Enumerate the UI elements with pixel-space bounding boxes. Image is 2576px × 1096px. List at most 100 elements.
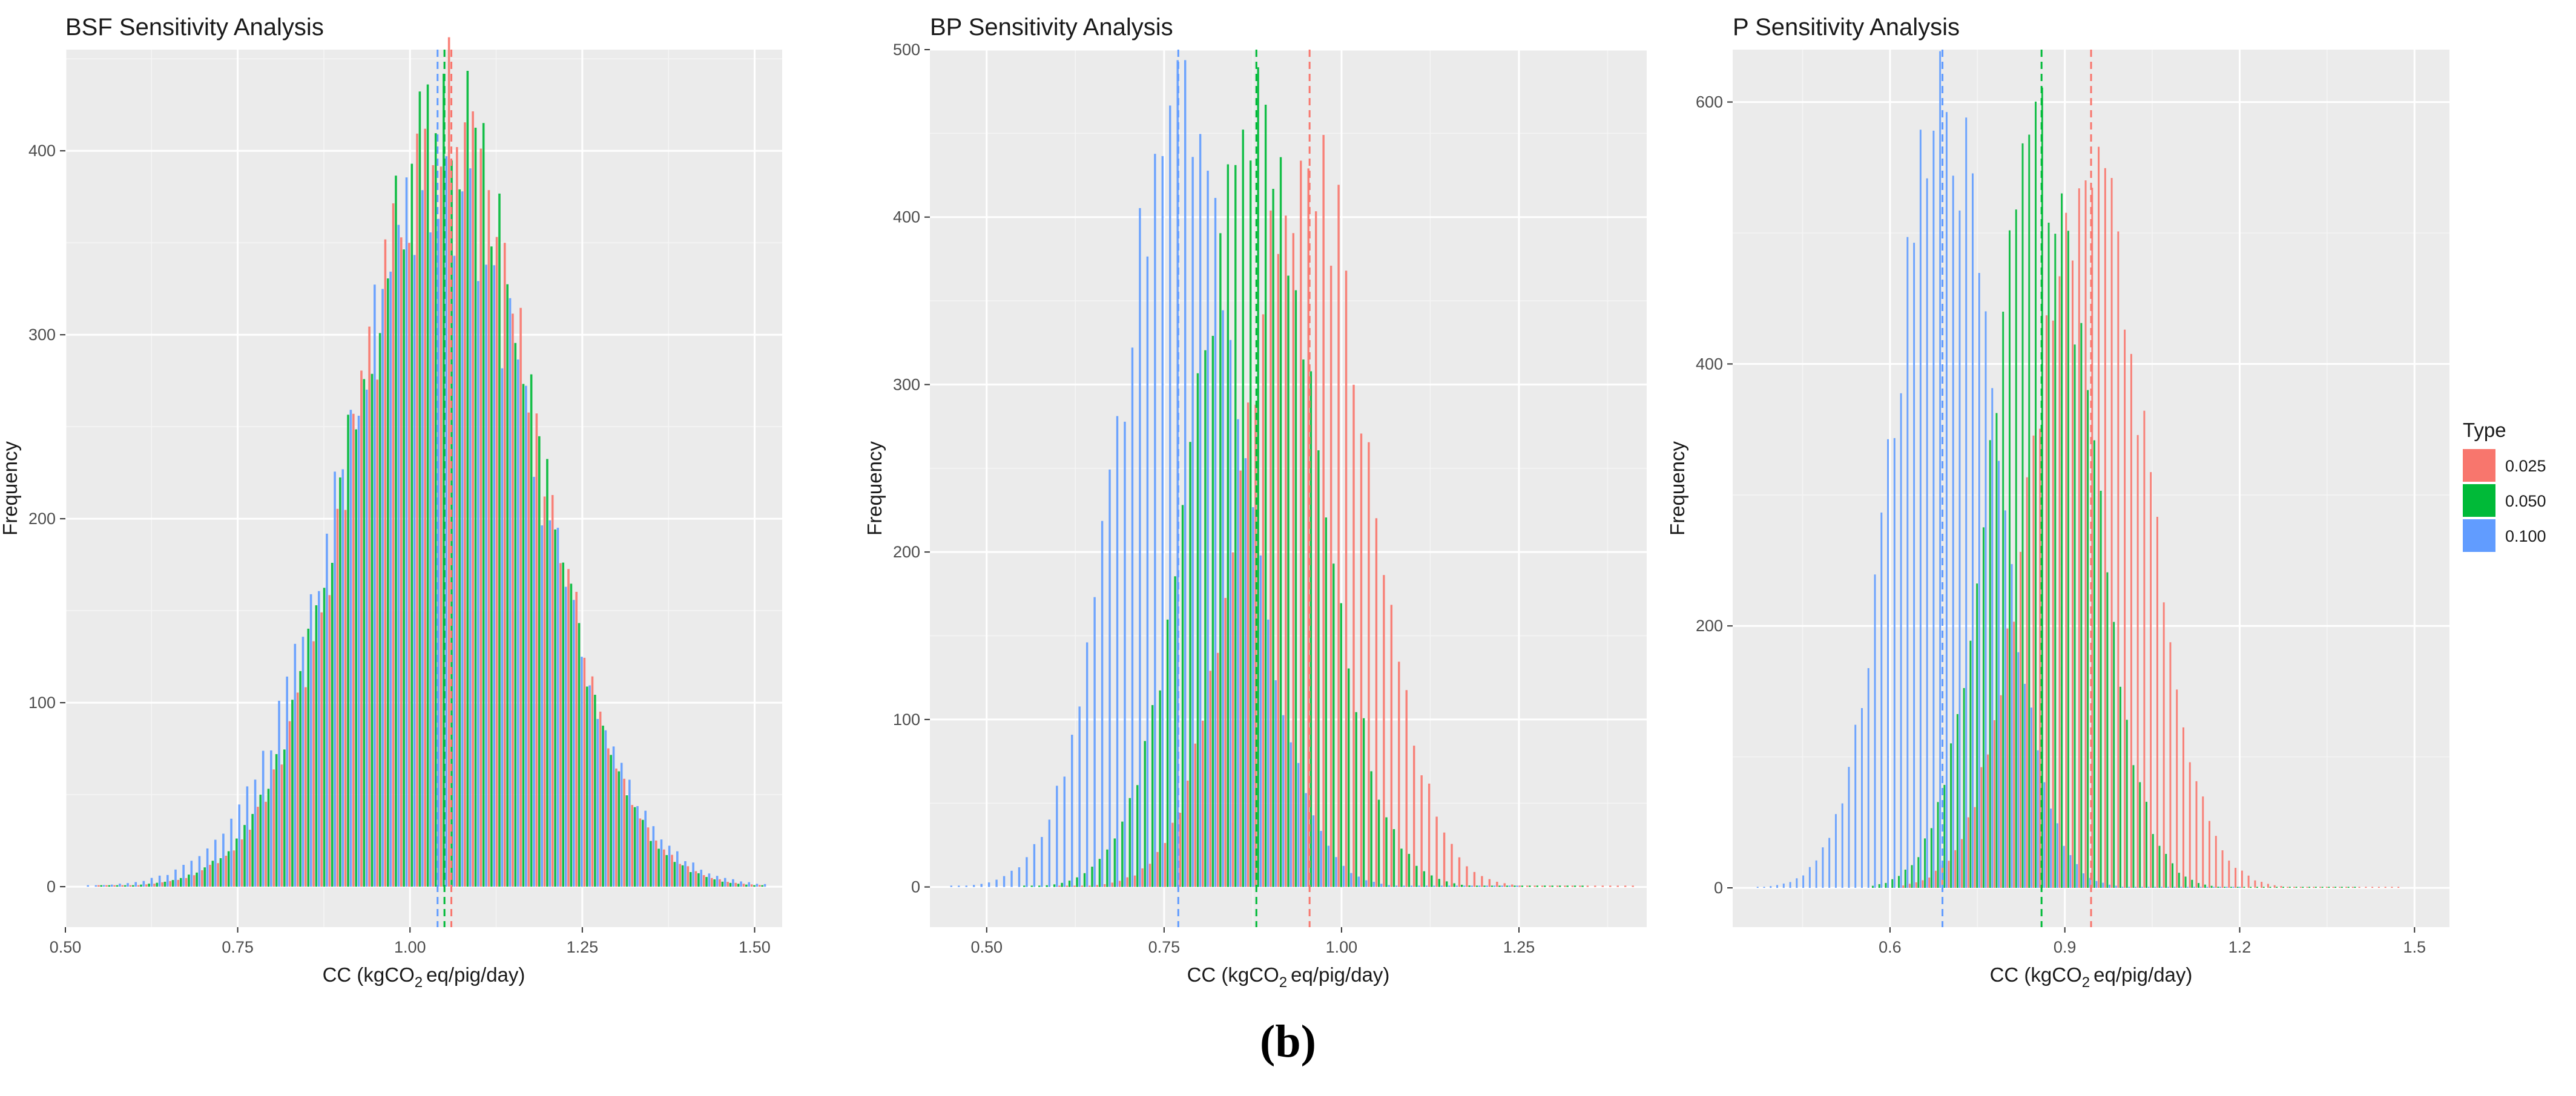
bar <box>620 763 623 887</box>
bar <box>1937 802 1939 888</box>
bar <box>1229 340 1232 887</box>
bar <box>2080 323 2083 888</box>
bar <box>1763 887 1765 888</box>
bar <box>588 685 591 887</box>
bar <box>572 600 575 887</box>
bar <box>604 730 607 887</box>
bar <box>753 885 756 887</box>
x-tick-label: 0.50 <box>50 938 82 956</box>
bar <box>418 91 421 887</box>
bar <box>2065 212 2067 888</box>
bar <box>1446 881 1448 887</box>
bar <box>1098 859 1101 887</box>
bar <box>1108 469 1111 887</box>
bar <box>694 871 697 887</box>
bar <box>2371 887 2374 888</box>
bar <box>530 374 533 887</box>
chart-panel-3: 0.6 0.9 1.2 1.5 0 200 400 600 P Sensitivity Anal… <box>1666 14 2449 991</box>
bar <box>1961 839 1963 888</box>
bar <box>2047 222 2050 888</box>
bar <box>610 755 612 887</box>
bar <box>1053 884 1056 887</box>
bar <box>209 865 211 887</box>
legend-title: Type <box>2463 419 2506 441</box>
chart-panel-1: 0.50 0.75 1.00 1.25 1.50 0 100 200 300 400 BSF Sen… <box>0 14 782 991</box>
bar <box>636 806 639 887</box>
bar <box>105 885 108 887</box>
bar <box>2325 887 2328 888</box>
y-tick-label: 100 <box>893 710 920 729</box>
bar <box>1148 864 1151 887</box>
bar <box>2232 887 2235 888</box>
bar <box>1033 844 1036 887</box>
bar <box>1274 680 1277 887</box>
bar <box>1184 60 1187 887</box>
bar <box>392 203 395 887</box>
bar <box>1337 185 1340 887</box>
bar <box>1913 243 1916 888</box>
bar <box>654 840 657 887</box>
bar <box>2008 230 2011 888</box>
bar <box>1541 885 1544 887</box>
bar <box>2126 720 2128 888</box>
bar <box>1083 873 1086 887</box>
bar <box>1834 814 1837 888</box>
bar <box>2189 762 2191 888</box>
bar <box>1038 885 1041 887</box>
bar <box>556 528 559 887</box>
bar <box>421 190 424 887</box>
bar <box>602 726 604 887</box>
x-tick-label: 1.25 <box>567 938 599 956</box>
bar <box>352 413 355 887</box>
bar <box>2332 887 2334 888</box>
bar <box>2002 312 2004 888</box>
bar <box>660 839 663 887</box>
bar <box>2124 329 2126 888</box>
bar <box>87 885 90 887</box>
bar <box>1963 687 1965 888</box>
bar <box>413 255 416 887</box>
bar <box>405 177 408 887</box>
bar <box>1219 233 1222 887</box>
bar <box>1093 597 1096 887</box>
bar <box>2267 884 2269 888</box>
bar <box>980 884 983 887</box>
bar <box>1124 421 1126 887</box>
bar <box>2306 887 2308 888</box>
bar <box>1526 885 1529 887</box>
bar <box>259 795 262 887</box>
bar <box>1451 844 1453 887</box>
bar <box>2288 887 2291 888</box>
bar <box>1917 857 1920 888</box>
bar <box>1533 885 1536 887</box>
bar <box>2110 178 2113 888</box>
x-tick-label: 0.50 <box>971 938 1003 956</box>
legend-label-0.025: 0.025 <box>2505 457 2546 475</box>
bar <box>1508 885 1511 887</box>
bar <box>2224 887 2226 888</box>
bar <box>2037 750 2039 888</box>
bar <box>2135 887 2137 888</box>
bar <box>2056 823 2058 888</box>
bar <box>182 865 185 887</box>
bar <box>665 855 668 887</box>
bar <box>2230 887 2232 888</box>
legend-label-0.050: 0.050 <box>2505 492 2546 510</box>
bar <box>525 386 527 887</box>
bar <box>512 313 514 887</box>
bar <box>127 883 129 887</box>
x-tick-label: 0.6 <box>1879 938 1902 956</box>
bar <box>2377 887 2380 888</box>
bar <box>1063 776 1066 887</box>
bar <box>1073 885 1076 887</box>
bar <box>1174 576 1176 887</box>
bar <box>958 885 960 887</box>
bar <box>2213 887 2215 888</box>
bar <box>1958 210 1961 888</box>
bar <box>1511 884 1514 887</box>
bar <box>2225 887 2228 888</box>
series-0.050 <box>100 71 763 887</box>
bar <box>294 643 297 887</box>
bar <box>2173 887 2176 888</box>
